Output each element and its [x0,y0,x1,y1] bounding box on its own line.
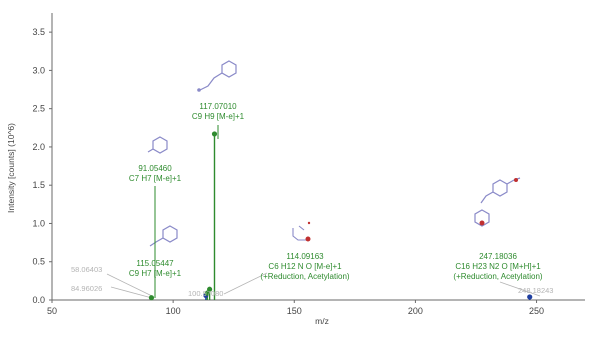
x-tick-label: 100 [166,306,181,316]
ann-114-line-2: C6 H12 N O [M-e]+1 [268,262,342,271]
peak-marker [211,131,218,137]
x-axis-label: m/z [315,316,329,326]
y-tick-label: 0.0 [32,295,45,305]
peak-marker [148,295,155,301]
y-ticks: 0.0 0.5 1.0 1.5 2.0 2.5 3.0 3.5 [32,27,52,305]
ann-114-line-1: 114.09163 [286,252,324,261]
y-tick-label: 2.5 [32,104,45,114]
y-tick-label: 0.5 [32,257,45,267]
structure-247-icon [474,177,521,227]
leader-84-line [110,286,153,299]
leader-247-line [499,281,541,297]
y-tick-label: 2.0 [32,142,45,152]
annotation-leaders [106,272,541,299]
y-tick-label: 3.5 [32,27,45,37]
peak-marker [204,290,210,296]
ann-247-line-2: C16 H23 N2 O [M+H]+1 [455,262,541,271]
ann-84-line-1: 84.96026 [71,284,102,293]
structure-91-icon [147,136,168,154]
ann-248-line-1: 248.18243 [518,286,553,295]
structure-114-icon [292,221,311,242]
ann-117-line-1: 117.07010 [199,102,237,111]
peak-marker [207,286,213,292]
structure-117-icon [197,60,237,92]
axes [51,13,585,301]
x-ticks: 50 100 150 200 250 [47,300,544,316]
x-tick-label: 250 [529,306,544,316]
ann-114-line-3: (+Reduction, Acetylation) [260,272,349,281]
leader-114-line [223,272,268,295]
ann-100-line-1: 100.97080 [188,289,223,298]
x-tick-label: 50 [47,306,57,316]
peak-marker [527,294,533,300]
ann-247-line-3: (+Reduction, Acetylation) [453,272,542,281]
ann-91-line-1: 91.05460 [138,164,172,173]
y-axis-label: Intensity [counts] (10^6) [6,123,16,213]
leader-58-line [106,273,153,297]
ann-115-line-1: 115.05447 [136,259,174,268]
peak-markers [148,131,533,301]
y-tick-label: 1.5 [32,180,45,190]
x-tick-label: 150 [287,306,302,316]
ann-58-line-1: 58.06403 [71,265,102,274]
y-tick-label: 1.0 [32,218,45,228]
y-tick-label: 3.0 [32,65,45,75]
ann-117-line-2: C9 H9 [M-e]+1 [192,112,245,121]
ann-91-line-2: C7 H7 [M-e]+1 [129,174,182,183]
ann-247-line-1: 247.18036 [479,252,517,261]
structure-115-icon [149,225,178,247]
ann-115-line-2: C9 H7 [M-e]+1 [129,269,182,278]
x-tick-label: 200 [408,306,423,316]
